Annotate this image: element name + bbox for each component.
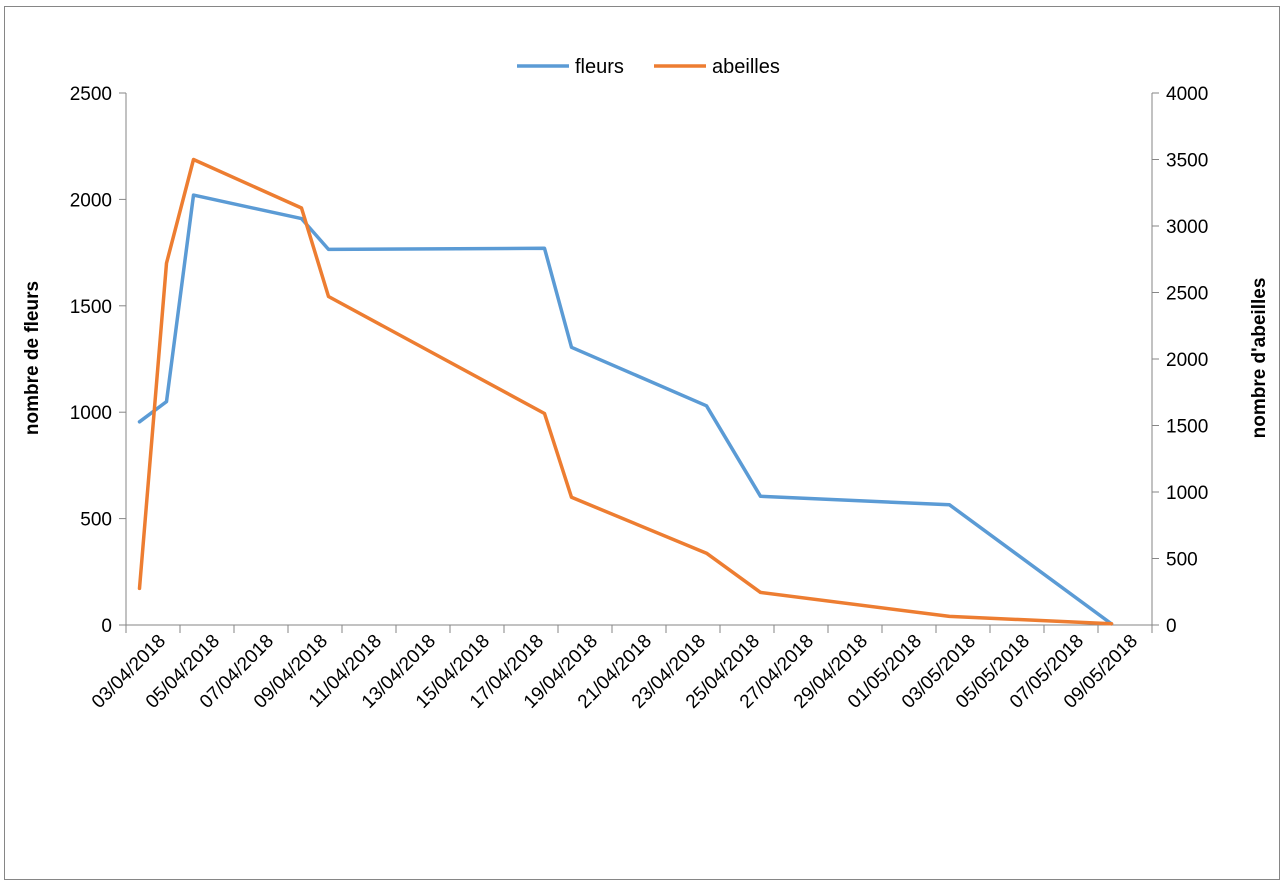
y-left-tick-label: 0: [101, 616, 112, 637]
chart-area: [4, 6, 1280, 880]
y-right-tick-label: 1000: [1166, 483, 1208, 504]
axes: 0 500 1000 1500 2000 2500 0 500 1000 1500 2000 2500…: [70, 84, 1209, 713]
y-right-tick-label: 3500: [1166, 151, 1208, 172]
y-right-tick-label: 500: [1166, 550, 1198, 571]
y-left-tick-label: 2000: [70, 190, 112, 211]
y-right-tick-label: 0: [1166, 616, 1177, 637]
legend-label-abeilles: abeilles: [712, 56, 780, 78]
y-right-tick-label: 4000: [1166, 84, 1208, 105]
y-left-tick-label: 1000: [70, 403, 112, 424]
y-right-tick-label: 2000: [1166, 350, 1208, 371]
y-right-tick-label: 3000: [1166, 217, 1208, 238]
y-left-tick-label: 1500: [70, 297, 112, 318]
legend: fleurs abeilles: [517, 56, 780, 78]
y-left-tick-label: 500: [80, 510, 112, 531]
y-axis-right-title: nombre d'abeilles: [1249, 278, 1270, 439]
series-line-abeilles: [137, 157, 1114, 626]
series-line-fleurs: [137, 193, 1114, 626]
legend-label-fleurs: fleurs: [575, 56, 624, 78]
y-axis-left-title: nombre de fleurs: [22, 281, 43, 435]
y-right-tick-label: 1500: [1166, 417, 1208, 438]
series-lines: [137, 157, 1114, 626]
y-right-tick-label: 2500: [1166, 284, 1208, 305]
y-left-tick-label: 2500: [70, 84, 112, 105]
